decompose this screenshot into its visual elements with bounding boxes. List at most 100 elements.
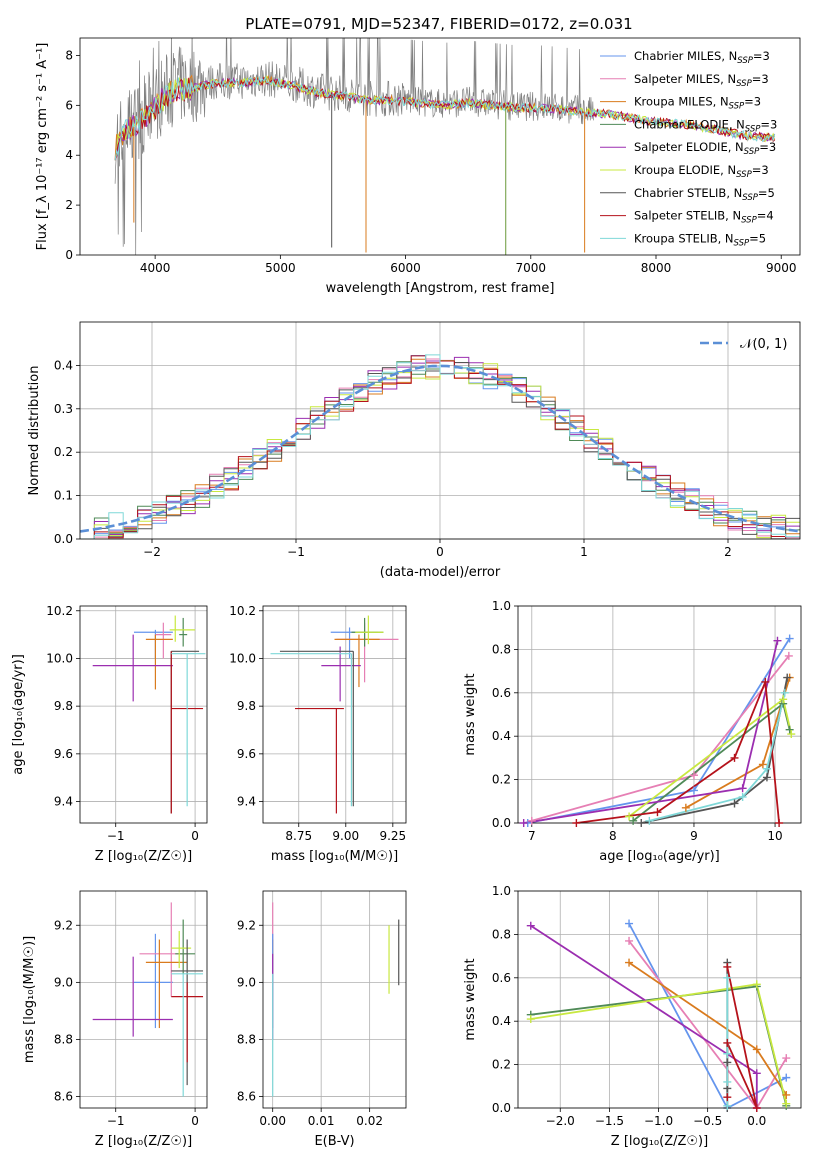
tick-label-x: −1 [107,829,125,843]
x-axis-label: E(B-V) [314,1134,354,1149]
tick-label-x: 9000 [766,261,797,275]
weight-marker [723,1049,732,1058]
weight-marker [526,921,535,930]
weight-marker [723,1093,732,1102]
grid [263,606,406,823]
legend-entry: 𝒩(0, 1) [740,337,787,352]
errorbar-point [279,650,354,807]
errorbar-point [145,939,188,1029]
tick-label-y: 0.2 [54,445,73,459]
tick-label-y: 10.2 [229,604,256,618]
tick-label-y: 9.6 [54,747,73,761]
tick-label-y: 6 [65,98,73,112]
axes-frame [79,605,208,824]
tick-label-y: 8.8 [54,1032,73,1046]
y-axis-label: Flux [f_λ 10⁻¹⁷ erg cm⁻² s⁻¹ A⁻¹] [35,43,50,251]
x-axis-label: wavelength [Angstrom, rest frame] [326,281,555,296]
axes-frame [79,321,801,540]
tick-label-x: 8.75 [285,829,312,843]
tick-label-x: 0 [191,829,199,843]
legend-entry: Chabrier ELODIE, NSSP=3 [634,117,777,134]
axes-frame [517,605,802,824]
weight-marker [782,1099,791,1108]
weight-marker [752,1069,761,1078]
errorbar-point [133,933,173,1029]
tick-label-y: 8.8 [237,1032,256,1046]
tick-label-y: 0.8 [492,927,511,941]
weight-marker [625,812,634,821]
weight-marker [775,819,784,827]
errorbar-point [155,622,172,659]
tick-label-y: 0.2 [492,1058,511,1072]
tick-label-x: −0.5 [693,1114,722,1128]
panel-ebv-mass: 0.00 0.01 0.02 8.6 8.8 9.0 9.2 E(B-V) [237,890,407,1149]
errorbar-point [321,646,361,702]
tick-label-y: 0.4 [54,358,73,372]
legend-entry: Salpeter ELODIE, NSSP=3 [634,140,776,157]
tick-label-y: 9.2 [54,918,73,932]
weight-marker [723,1101,732,1110]
weight-marker [782,1054,791,1063]
weight-marker [527,816,536,825]
figure-title: PLATE=0791, MJD=52347, FIBERID=0172, z=0… [245,15,632,33]
errorbar-point [334,634,380,688]
plot-area [270,615,399,814]
panel-z-age: −1 0 9.4 9.6 9.8 10.0 10.2 Z [log₁₀(Z/Z☉)] age [… [11,604,208,864]
tick-label-y: 8.6 [237,1090,256,1104]
tick-label-y: 9.6 [237,747,256,761]
tick-label-x: 4000 [140,261,171,275]
y-axis-label: mass [log₁₀(M/M☉)] [22,936,37,1063]
tick-label-y: 9.0 [54,975,73,989]
weight-marker [625,919,634,928]
panel-z-weight: −2.0 −1.5 −1.0 −0.5 0.0 0.0 0.2 0.4 0.6 0.8 1.0 Z [… [463,884,802,1149]
weight-marker [782,1073,791,1082]
tick-label-y: 10.0 [46,651,73,665]
panel-z-mass: −1 0 8.6 8.8 9.0 9.2 Z [log₁₀(Z/Z☉)] mass [log₁… [22,890,208,1149]
weight-marker [519,819,528,827]
weight-marker [625,958,634,967]
tick-label-x: 0.02 [356,1114,383,1128]
weight-marker [784,651,793,660]
legend-entry: Chabrier MILES, NSSP=3 [634,49,770,66]
grid [80,891,207,1108]
weight-marker [637,819,646,827]
weight-marker [785,634,794,643]
x-axis-label: age [log₁₀(age/yr)] [599,849,720,864]
weight-marker [723,1058,732,1067]
y-axis-label: mass weight [463,673,478,755]
x-axis-label: Z [log₁₀(Z/Z☉)] [95,849,192,864]
tick-label-x: 7000 [516,261,547,275]
weight-marker [723,1077,732,1086]
axes-frame [262,890,407,1109]
weight-marker [625,936,634,945]
tick-label-y: 0.6 [492,971,511,985]
legend: Chabrier MILES, NSSP=3 Salpeter MILES, NS… [600,49,777,248]
plot-area [272,902,400,1097]
axes-frame [262,605,407,824]
tick-label-y: 9.0 [237,975,256,989]
tick-label-y: 0.2 [492,773,511,787]
weight-marker [758,760,767,769]
errorbar-point [171,982,204,1063]
errorbar-point [179,617,188,647]
tick-label-y: 8.6 [54,1090,73,1104]
errorbar-point [92,634,173,702]
tick-label-x: −1.5 [595,1114,624,1128]
weight-marker [752,1104,761,1112]
axes-frame [517,890,802,1109]
x-axis-label: mass [log₁₀(M/M☉)] [271,849,398,864]
errorbar-point [175,919,196,974]
weight-marker [785,725,794,734]
weight-marker [780,688,789,697]
weight-marker [723,962,732,971]
tick-label-x: 0 [436,545,444,559]
axes-frame [79,890,208,1109]
errorbar-point [355,615,384,645]
tick-label-x: 0.01 [308,1114,335,1128]
tick-label-y: 0.0 [492,816,511,830]
plot-area [114,38,776,255]
weight-marker [752,1045,761,1054]
grid [518,605,801,824]
tick-label-y: 0 [65,248,73,262]
